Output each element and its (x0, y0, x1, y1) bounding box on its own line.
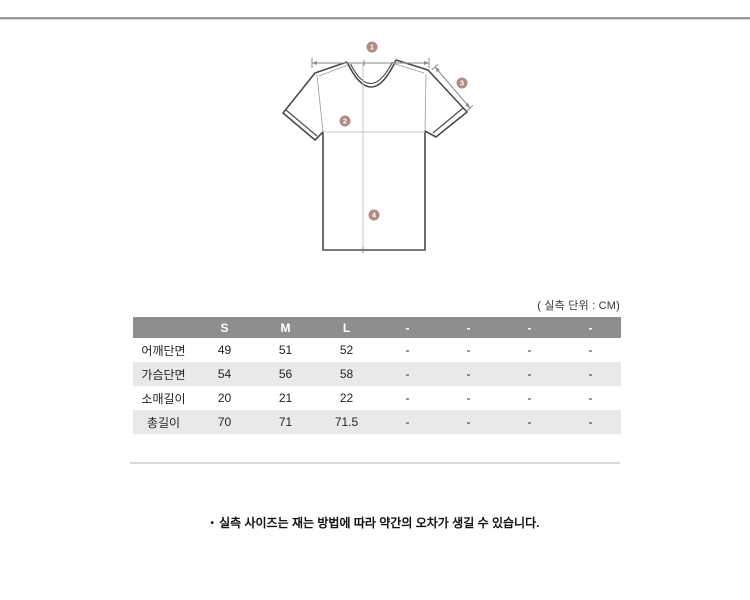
marker-4-number: 4 (372, 211, 377, 220)
marker-3-circle (456, 77, 468, 89)
measure-marker-1: 1 (366, 41, 378, 53)
measurement-unit-label: ( 실측 단위 : CM) (537, 300, 620, 312)
size-value-cell: 21 (278, 391, 293, 405)
right-cuff-line (432, 107, 464, 134)
table-bottom-divider (130, 462, 620, 464)
header-cell--: - (377, 317, 438, 338)
header-cell--: - (560, 317, 621, 338)
left-cuff-line (285, 109, 318, 137)
size-value-cell: - (560, 362, 621, 386)
size-value-cell: - (499, 410, 560, 434)
marker-3-number: 3 (460, 79, 464, 88)
size-value-cell: - (466, 343, 471, 357)
size-value-cell: 71 (255, 410, 316, 434)
marker-2-circle (339, 115, 351, 127)
size-value-cell: - (466, 391, 471, 405)
size-table-row: 어깨단면 49 51 52 - - - - (133, 338, 621, 362)
seam-lines (316, 62, 427, 133)
size-value-cell: - (377, 410, 438, 434)
marker-2-number: 2 (343, 117, 347, 126)
collar-inner-line (350, 61, 393, 84)
size-value-cell: 71.5 (316, 410, 377, 434)
size-value-cell: - (560, 410, 621, 434)
measure-marker-2: 2 (339, 115, 351, 127)
header-cell-L: L (316, 317, 377, 338)
size-value-cell: - (588, 343, 593, 357)
header-cell-S: S (194, 317, 255, 338)
size-table-body: 어깨단면 49 51 52- - - - 가슴단면 54 56 58- - - - 소매길이 20 21 22- -… (133, 338, 621, 434)
sleeve-measure-arrows (435, 67, 470, 108)
size-value-cell: 51 (278, 343, 293, 357)
size-value-cell: - (527, 343, 532, 357)
size-value-cell: - (438, 410, 499, 434)
size-table-row: 소매길이 20 21 22 - - - - (133, 386, 621, 410)
row-label-cell: 어깨단면 (141, 343, 186, 358)
top-divider (0, 17, 750, 20)
tshirt-outline (282, 59, 468, 251)
measure-marker-4: 4 (368, 209, 380, 221)
measure-marker-3: 3 (456, 77, 468, 89)
note-text: 실측 사이즈는 재는 방법에 따라 약간의 오차가 생길 수 있습니다. (219, 516, 540, 530)
row-label-cell: 소매길이 (141, 391, 186, 406)
marker-4-circle (368, 209, 380, 221)
size-value-cell: 22 (339, 391, 354, 405)
size-value-cell: - (405, 343, 410, 357)
size-table-row: 가슴단면 54 56 58- - - - (133, 362, 621, 386)
tshirt-measurement-diagram: 1 2 3 4 (282, 41, 474, 253)
row-label-cell: 총길이 (133, 410, 194, 434)
size-value-cell: 56 (255, 362, 316, 386)
header-cell-label (133, 317, 194, 338)
note-bullet: • (210, 518, 215, 529)
size-value-cell: 58 (316, 362, 377, 386)
size-value-cell: - (588, 391, 593, 405)
header-cell--: - (438, 317, 499, 338)
marker-1-circle (366, 41, 378, 53)
size-value-cell: 52 (339, 343, 354, 357)
measurement-note: • 실측 사이즈는 재는 방법에 따라 약간의 오차가 생길 수 있습니다. (0, 514, 750, 531)
size-value-cell: - (405, 391, 410, 405)
size-value-cell: - (438, 362, 499, 386)
size-value-cell: 70 (194, 410, 255, 434)
header-cell--: - (499, 317, 560, 338)
size-value-cell: - (527, 391, 532, 405)
size-value-cell: 20 (217, 391, 232, 405)
size-value-cell: 49 (217, 343, 232, 357)
size-value-cell: - (377, 362, 438, 386)
marker-1-number: 1 (370, 43, 374, 52)
shoulder-measure-arrows (312, 61, 429, 65)
header-cell-M: M (255, 317, 316, 338)
size-table-row: 총길이 70 71 71.5- - - - (133, 410, 621, 434)
row-label-cell: 가슴단면 (133, 362, 194, 386)
size-value-cell: - (499, 362, 560, 386)
size-value-cell: 54 (194, 362, 255, 386)
